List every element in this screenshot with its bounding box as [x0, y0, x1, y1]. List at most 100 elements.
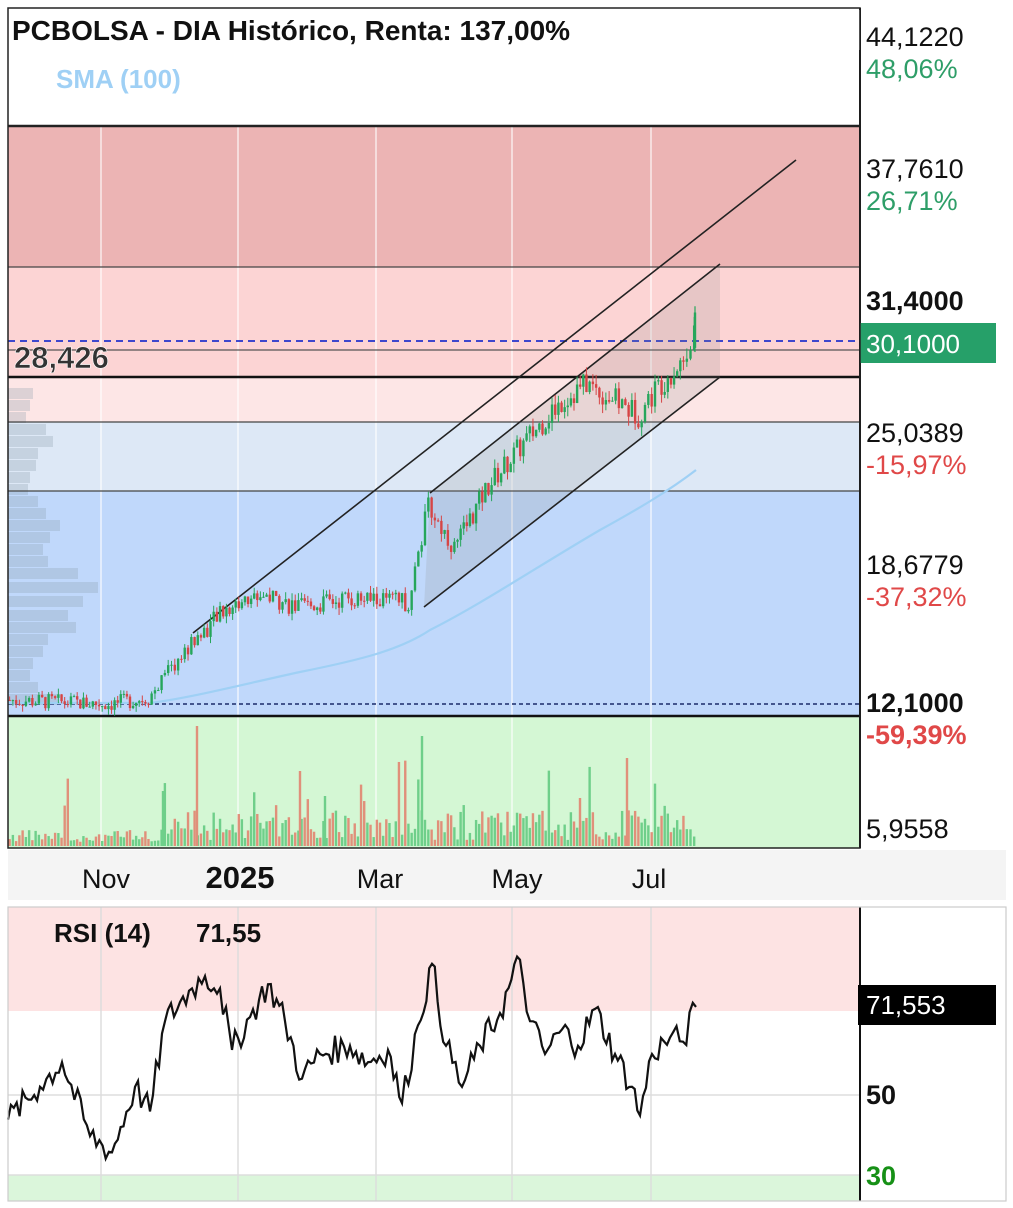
volume-bar	[394, 821, 397, 846]
candle-body	[465, 522, 469, 527]
volume-profile-bar	[8, 484, 28, 495]
volume-bar	[413, 828, 417, 846]
volume-bar	[170, 829, 173, 846]
volume-bar	[627, 810, 630, 846]
volume-bar	[240, 819, 244, 846]
zone-red	[8, 126, 860, 267]
volume-bar	[404, 760, 407, 846]
rsi-panel-border	[7, 906, 1007, 1202]
main-panel-border	[7, 7, 861, 849]
volume-bar	[601, 839, 604, 846]
candle-body	[215, 611, 219, 622]
volume-bar	[650, 832, 653, 846]
volume-profile-bar	[8, 436, 53, 447]
volume-bar	[509, 831, 512, 846]
candle-body	[410, 590, 413, 610]
volume-bar	[344, 815, 347, 846]
volume-bar	[487, 817, 490, 846]
candle-body	[100, 706, 104, 708]
volume-bar	[14, 841, 18, 846]
price-level-label: 37,7610	[866, 154, 964, 184]
volume-bar	[477, 823, 481, 846]
volume-bar	[57, 833, 60, 846]
candle-body	[27, 698, 31, 702]
candle-body	[63, 701, 66, 705]
volume-bar	[547, 770, 551, 846]
candle-body	[531, 426, 535, 437]
volume-profile-bar	[8, 682, 38, 693]
volume-bar	[21, 830, 24, 846]
candle-body	[249, 598, 253, 605]
candle-body	[446, 530, 450, 546]
rsi-mid-label: 50	[866, 1080, 896, 1110]
price-level-pct: -15,97%	[866, 450, 967, 480]
volume-bar	[663, 805, 666, 846]
volume-bar	[37, 834, 41, 846]
volume-profile-bar	[8, 670, 30, 681]
candle-body	[337, 602, 341, 608]
candle-body	[569, 398, 573, 406]
x-axis-labels: Nov 2025 Mar May Jul	[82, 860, 666, 895]
volume-bar	[128, 830, 132, 846]
candle-body	[614, 388, 617, 401]
volume-bar	[420, 736, 424, 846]
candle-body	[253, 593, 256, 599]
volume-bar	[614, 832, 617, 846]
candle-body	[303, 598, 306, 601]
volume-bar	[328, 818, 331, 846]
volume-bar	[180, 828, 183, 846]
candle-body	[385, 593, 388, 598]
candle-body	[679, 360, 682, 372]
volume-bar	[575, 827, 579, 846]
volume-bar	[557, 824, 560, 846]
candle-body	[287, 599, 291, 614]
candle-body	[350, 598, 353, 606]
candle-body	[660, 380, 663, 395]
volume-bar	[350, 833, 353, 846]
volume-bar	[427, 829, 430, 846]
candle-body	[369, 592, 372, 601]
volume-bar	[522, 818, 525, 846]
volume-bar	[625, 758, 629, 846]
volume-bar	[166, 833, 170, 846]
candle-body	[522, 440, 525, 457]
candle-body	[34, 703, 37, 706]
candle-body	[306, 600, 310, 602]
volume-bar	[385, 819, 388, 846]
volume-bar	[563, 824, 566, 846]
volume-bar	[468, 832, 472, 846]
volume-bar	[24, 836, 28, 846]
volume-profile-bar	[8, 568, 78, 579]
volume-bar	[243, 837, 247, 846]
candle-body	[381, 593, 385, 607]
candle-body	[620, 399, 624, 409]
volume-bar	[400, 834, 404, 846]
candle-body	[150, 693, 153, 705]
candle-body	[566, 405, 569, 408]
candle-body	[471, 513, 475, 524]
candle-body	[199, 635, 203, 638]
volume-bar	[624, 835, 627, 846]
candle-body	[617, 388, 621, 409]
candle-body	[72, 696, 76, 698]
volume-bar	[666, 813, 670, 846]
volume-bar	[193, 810, 196, 846]
volume-bar	[675, 820, 679, 846]
volume-bar	[449, 815, 453, 846]
candle-body	[206, 627, 209, 637]
volume-bar	[34, 830, 37, 846]
volume-bar	[315, 837, 319, 846]
volume-bar	[381, 835, 385, 846]
candle-body	[544, 428, 547, 435]
volume-bar	[31, 840, 34, 846]
trend-channel-lines	[192, 159, 797, 634]
volume-bar	[209, 839, 212, 846]
candle-body	[82, 697, 85, 709]
candle-body	[69, 696, 73, 705]
volume-bar	[160, 829, 163, 846]
volume-bar	[582, 820, 585, 846]
volume-profile-bar	[8, 520, 60, 531]
candle-body	[122, 693, 126, 695]
candle-body	[40, 694, 44, 698]
